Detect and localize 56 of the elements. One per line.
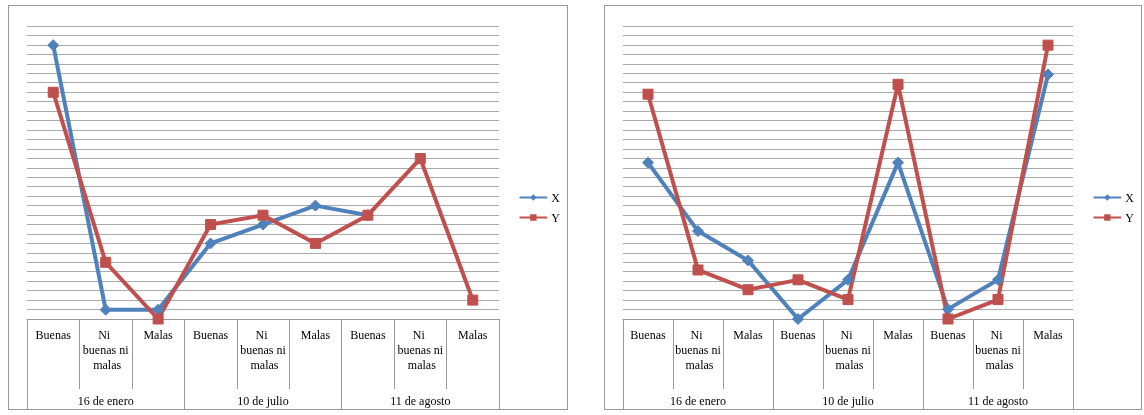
point [842,273,854,286]
point [642,88,654,100]
point [257,209,269,221]
legend-label: X [551,190,561,205]
point [742,254,754,267]
x-tick-label: Ni buenas ni malas [240,327,287,372]
legend-label: Y [1125,210,1135,225]
text: 11 de agosto [390,394,451,408]
point [309,237,321,249]
text: 10 de julio [822,394,874,408]
point [1042,68,1054,81]
x-tick-label: Malas [458,327,488,342]
x-tick-label: Buenas [35,327,72,342]
x-tick-label: Ni buenas ni malas [675,327,722,372]
point [642,156,654,169]
point [205,219,217,231]
point [309,199,322,212]
point [47,86,59,98]
point [47,39,60,52]
point [842,294,854,306]
x-tick-label: Ni buenas ni malas [397,327,444,372]
point [414,153,426,165]
legend-label: X [1125,190,1135,205]
x-tick-label: Buenas [930,327,966,342]
x-tick-label: Ni buenas ni malas [975,327,1022,372]
point [152,313,164,325]
x-tick-label: Ni buenas ni malas [82,327,130,372]
x-tick-label: Malas [143,327,174,342]
point [792,313,804,325]
x-tick-label: Malas [883,327,913,342]
text: 10 de julio [237,394,289,408]
text: 16 de enero [670,394,726,408]
x-tick-label: Buenas [350,327,386,342]
x-tick-label: Buenas [192,327,229,342]
point [892,78,904,90]
point [992,294,1004,306]
point [942,313,954,325]
point [792,274,804,286]
point [204,237,217,250]
x-tick-label: Ni buenas ni malas [825,327,872,372]
x-tick-label: Malas [1033,327,1063,342]
point [992,273,1004,286]
x-tick-label: Malas [733,327,763,342]
point [742,284,754,296]
text: 16 de enero [77,394,134,408]
legend-label: Y [551,210,561,225]
point [892,156,904,169]
point [692,264,704,276]
x-tick-label: Buenas [780,327,816,342]
x-tick-label: Malas [300,327,331,342]
point [467,294,479,306]
x-tick-label: Buenas [630,327,666,342]
point [692,225,704,238]
point [1042,39,1054,51]
text: 11 de agosto [967,394,1029,408]
point [100,256,112,268]
